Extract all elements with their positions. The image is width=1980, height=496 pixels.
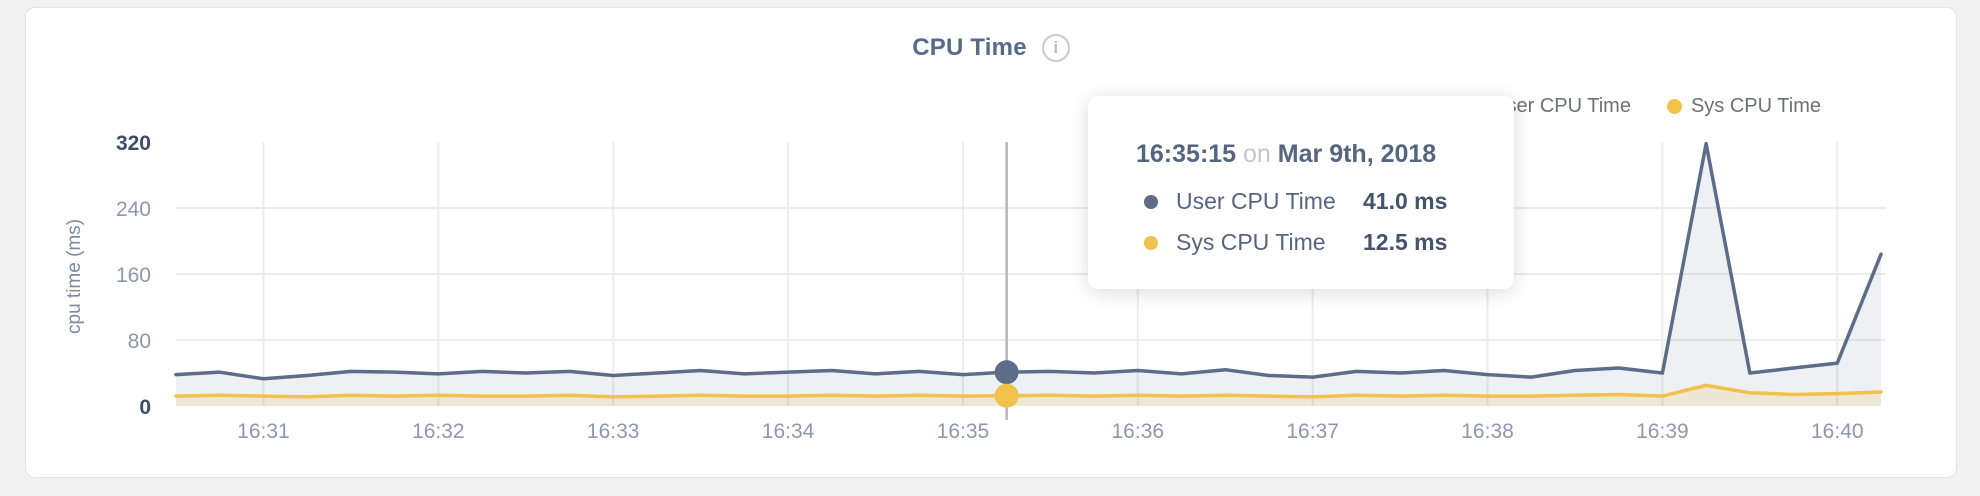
- tooltip-timestamp: 16:35:15 on Mar 9th, 2018: [1136, 140, 1514, 169]
- x-axis-tick-label: 16:36: [1112, 420, 1165, 443]
- tooltip-series-value: 12.5 ms: [1363, 229, 1448, 255]
- y-axis-tick-label: 240: [116, 198, 151, 221]
- x-axis-tick-label: 16:32: [412, 420, 465, 443]
- chart-card: 0 80 160 240 320 16:31 16:32 16:33 16:34 16:35 16:…: [25, 7, 1957, 478]
- tooltip-rows: User CPU Time 41.0 ms Sys CPU Time 12.5 …: [1136, 181, 1514, 263]
- cpu-time-chart[interactable]: 0 80 160 240 320 16:31 16:32 16:33 16:34 16:35 16:…: [26, 8, 1956, 477]
- legend-label: User CPU Time: [1492, 95, 1631, 117]
- tooltip-conjunction: on: [1243, 140, 1271, 168]
- chart-title: CPU Time: [912, 34, 1027, 61]
- x-axis-tick-label: 16:33: [587, 420, 640, 443]
- tooltip-series-label: User CPU Time: [1176, 188, 1336, 214]
- legend-item-sys-cpu[interactable]: Sys CPU Time: [1666, 95, 1821, 118]
- series-dot-icon: [1144, 235, 1158, 250]
- chart-tooltip: 16:35:15 on Mar 9th, 2018 User CPU Time …: [1088, 96, 1514, 289]
- x-axis-tick-label: 16:34: [762, 420, 815, 443]
- hover-dot-user-cpu: [994, 360, 1019, 385]
- tooltip-row-sys-cpu: Sys CPU Time 12.5 ms: [1144, 222, 1514, 263]
- chart-header: CPU Time i: [26, 34, 1956, 62]
- line-user-cpu: [174, 141, 1883, 381]
- tooltip-series-label: Sys CPU Time: [1176, 229, 1326, 255]
- legend-dot-sys-cpu: [1666, 99, 1682, 114]
- y-axis-tick-label: 320: [116, 132, 151, 155]
- tooltip-time: 16:35:15: [1136, 140, 1237, 168]
- series-dot-icon: [1144, 194, 1158, 209]
- chart-legend: User CPU Time Sys CPU Time: [1468, 95, 1821, 118]
- y-axis-tick-label: 0: [139, 396, 151, 419]
- y-axis-tick-label: 80: [128, 330, 151, 353]
- x-axis-tick-label: 16:37: [1286, 420, 1339, 443]
- hover-dot-sys-cpu: [994, 383, 1019, 408]
- x-axis-tick-label: 16:40: [1811, 420, 1864, 443]
- y-axis-tick-label: 160: [116, 264, 151, 287]
- x-axis-tick-label: 16:38: [1461, 420, 1514, 443]
- tooltip-date: Mar 9th, 2018: [1277, 140, 1437, 168]
- x-axis-tick-label: 16:31: [237, 420, 290, 443]
- x-axis-tick-label: 16:35: [937, 420, 990, 443]
- tooltip-row-user-cpu: User CPU Time 41.0 ms: [1144, 181, 1514, 222]
- line-sys-cpu: [174, 383, 1883, 399]
- y-axis-title: cpu time (ms): [64, 218, 85, 334]
- x-axis-tick-label: 16:39: [1636, 420, 1689, 443]
- tooltip-series-value: 41.0 ms: [1363, 188, 1448, 214]
- info-icon[interactable]: i: [1041, 34, 1070, 62]
- legend-label: Sys CPU Time: [1690, 95, 1821, 117]
